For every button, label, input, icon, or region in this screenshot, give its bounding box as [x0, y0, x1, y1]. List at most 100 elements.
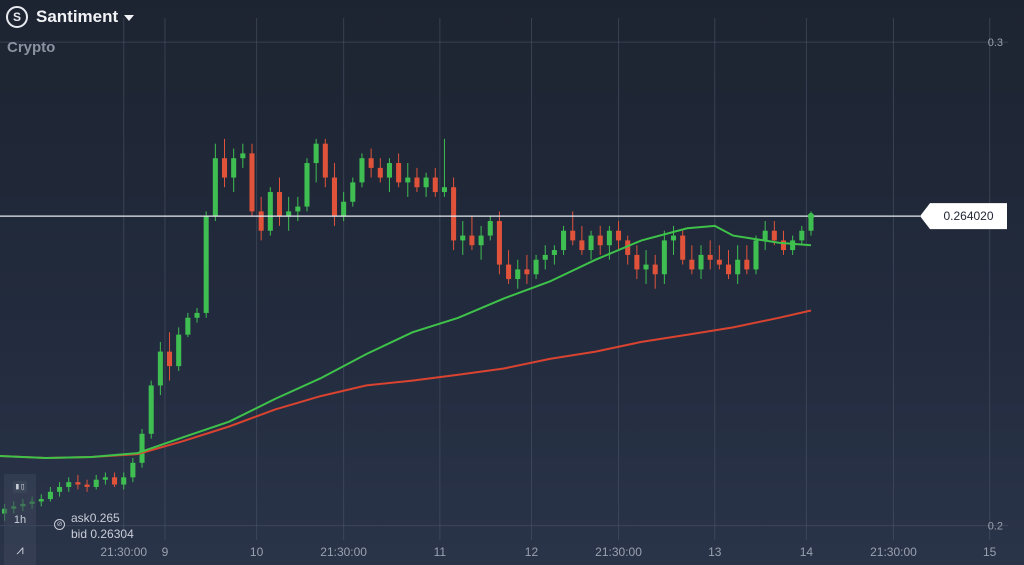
candle-body: [47, 491, 53, 500]
candle-body: [515, 269, 521, 280]
candle: [524, 254, 530, 284]
candle: [258, 196, 264, 241]
ask-row: ask0.265: [71, 511, 120, 525]
candle: [231, 148, 237, 193]
chevron-down-icon[interactable]: [124, 15, 135, 21]
candle: [469, 216, 475, 251]
timeframe-button[interactable]: 1h: [13, 514, 27, 526]
draw-icon[interactable]: ⩘: [16, 542, 24, 557]
candle-body: [212, 158, 218, 217]
candle-body: [231, 158, 237, 178]
candle: [102, 472, 108, 485]
candle-body: [634, 254, 640, 270]
candle-body: [386, 163, 392, 178]
candles-icon: ▮▯: [12, 481, 28, 493]
x-tick-label: 21:30:00: [870, 545, 917, 559]
x-tick-label: 9: [162, 545, 169, 559]
candle: [753, 235, 759, 275]
candle-body: [304, 163, 310, 207]
candle: [350, 177, 356, 207]
candle: [66, 477, 72, 492]
candle: [735, 245, 741, 284]
candle: [625, 235, 631, 265]
candle: [249, 143, 255, 217]
candle: [221, 138, 228, 188]
candle-body: [286, 211, 292, 217]
candle: [441, 138, 447, 197]
candle: [396, 153, 402, 188]
candle: [588, 230, 594, 260]
candle: [799, 225, 805, 246]
candle-body: [524, 269, 530, 275]
quote-icon: ⊘: [54, 519, 65, 530]
candle-body: [313, 143, 319, 164]
candle-body: [469, 235, 475, 246]
candle-body: [725, 264, 732, 275]
candle: [496, 211, 502, 275]
candle-body: [359, 158, 365, 183]
candle: [414, 167, 420, 193]
candle-body: [606, 230, 612, 246]
candle-body: [771, 230, 777, 241]
candle-body: [75, 482, 81, 485]
candle: [148, 380, 154, 439]
candle-body: [652, 264, 658, 275]
candle: [386, 158, 392, 193]
candle-body: [221, 158, 228, 178]
candle-body: [350, 182, 356, 202]
candle: [423, 172, 429, 197]
candle-body: [112, 477, 118, 485]
candle-body: [735, 259, 741, 275]
candle: [286, 196, 292, 231]
candle-body: [377, 167, 383, 178]
candle: [203, 211, 209, 318]
candle: [478, 225, 484, 260]
candle-body: [396, 163, 402, 183]
candle: [359, 153, 365, 188]
bid-row: bid 0.26304: [71, 527, 134, 541]
candle-body: [38, 499, 44, 502]
candle-body: [799, 230, 805, 241]
candle: [487, 216, 493, 241]
candle-body: [689, 259, 695, 270]
candle-body: [487, 221, 493, 236]
candle: [130, 457, 136, 483]
candlesticks: [2, 138, 814, 521]
candle: [689, 245, 695, 275]
candle-body: [249, 153, 255, 212]
candle-body: [414, 177, 420, 188]
candle: [506, 250, 512, 284]
asset-name[interactable]: Santiment: [36, 7, 119, 26]
candle-body: [451, 187, 457, 241]
candle: [93, 474, 99, 490]
candle-body: [185, 317, 191, 335]
candle: [112, 472, 118, 487]
candle: [185, 312, 191, 338]
candle: [579, 225, 585, 255]
candle-body: [93, 479, 99, 487]
candle-body: [506, 264, 512, 280]
x-tick-label: 15: [983, 545, 997, 559]
candle-body: [258, 211, 264, 231]
current-price-value: 0.264020: [943, 209, 993, 223]
candle: [276, 177, 283, 226]
candle: [57, 482, 63, 497]
candle-body: [588, 235, 594, 251]
candle: [725, 250, 732, 280]
candle: [451, 177, 457, 251]
candle: [533, 254, 539, 280]
candle: [570, 211, 576, 246]
candle-body: [643, 264, 649, 270]
candle-body: [130, 462, 136, 478]
candle: [157, 341, 163, 396]
candle: [634, 245, 640, 280]
santiment-logo-icon: S: [6, 6, 28, 28]
candle: [322, 138, 328, 188]
candle-body: [790, 240, 796, 251]
asset-header[interactable]: S Santiment: [6, 6, 135, 28]
candle-body: [368, 158, 374, 168]
candle-body: [276, 192, 283, 217]
candle-body: [762, 230, 768, 241]
chart-type-button[interactable]: ▮▯: [4, 480, 36, 493]
